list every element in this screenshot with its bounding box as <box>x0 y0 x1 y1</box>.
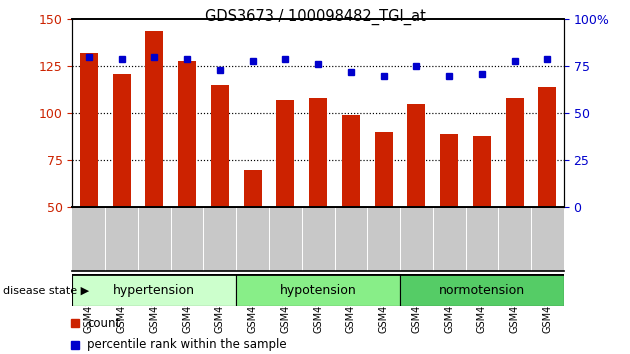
Bar <box>539 87 556 207</box>
Text: normotension: normotension <box>439 284 525 297</box>
Text: hypertension: hypertension <box>113 284 195 297</box>
Text: count: count <box>87 317 120 330</box>
Text: GDS3673 / 100098482_TGI_at: GDS3673 / 100098482_TGI_at <box>205 9 425 25</box>
Bar <box>506 98 524 207</box>
Bar <box>72 274 236 306</box>
Bar <box>440 134 458 207</box>
Bar <box>309 98 327 207</box>
Text: percentile rank within the sample: percentile rank within the sample <box>87 338 287 351</box>
Bar <box>80 53 98 207</box>
Bar <box>244 170 261 207</box>
Text: hypotension: hypotension <box>280 284 357 297</box>
Bar <box>146 31 163 207</box>
Bar <box>473 136 491 207</box>
Bar <box>375 132 392 207</box>
Bar <box>400 274 564 306</box>
Bar <box>236 274 400 306</box>
Bar <box>342 115 360 207</box>
Bar <box>408 104 425 207</box>
Bar <box>178 61 196 207</box>
Bar <box>277 100 294 207</box>
Bar <box>113 74 130 207</box>
Bar <box>211 85 229 207</box>
Text: disease state ▶: disease state ▶ <box>3 285 89 295</box>
